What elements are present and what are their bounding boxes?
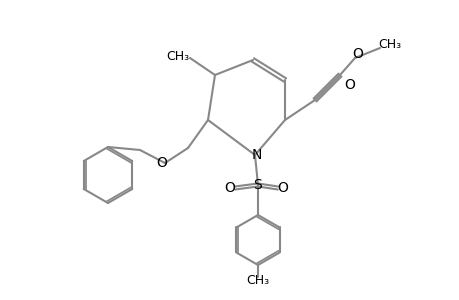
Text: O: O: [277, 181, 288, 195]
Text: O: O: [156, 156, 167, 170]
Text: CH₃: CH₃: [246, 274, 269, 287]
Text: CH₃: CH₃: [166, 50, 189, 62]
Text: CH₃: CH₃: [378, 38, 401, 50]
Text: N: N: [251, 148, 262, 162]
Text: O: O: [344, 78, 355, 92]
Text: O: O: [352, 47, 363, 61]
Text: O: O: [224, 181, 235, 195]
Text: S: S: [253, 178, 262, 192]
